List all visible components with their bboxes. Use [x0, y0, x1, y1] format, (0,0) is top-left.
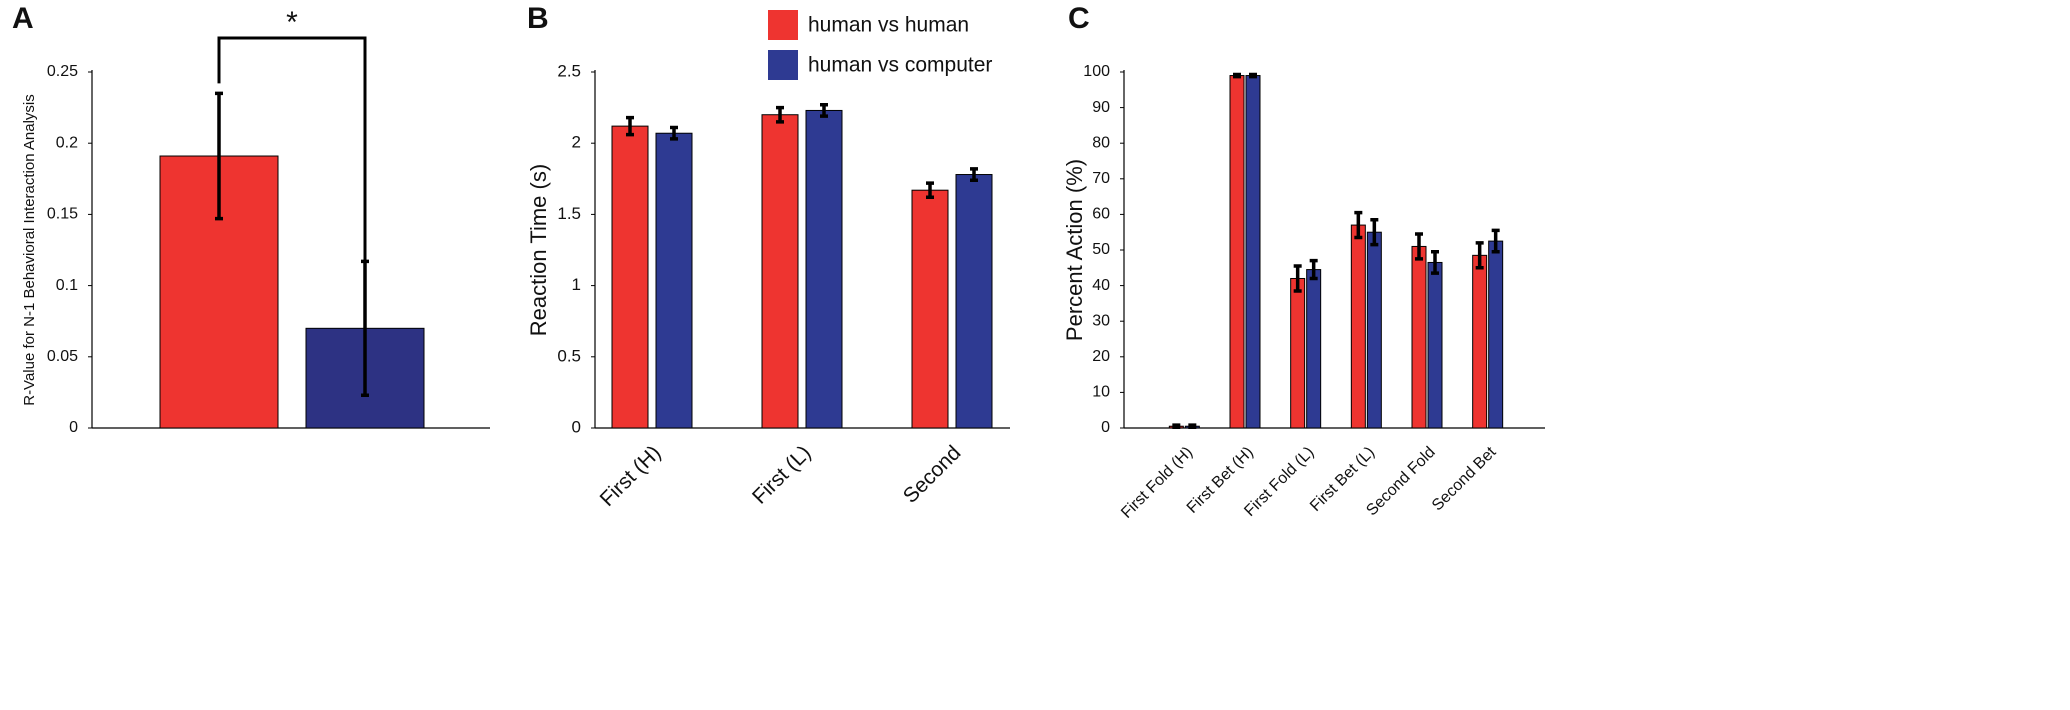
y-tick-label: 100	[1083, 63, 1110, 80]
error-bar	[1188, 423, 1197, 430]
error-bar	[1233, 72, 1241, 79]
y-tick-label: 0.25	[47, 63, 78, 80]
error-bar	[1172, 423, 1181, 430]
legend-swatch	[768, 10, 798, 40]
y-tick-label: 40	[1092, 277, 1110, 294]
bar	[655, 132, 693, 429]
error-bar	[670, 125, 678, 141]
y-axis-label: Reaction Time (s)	[526, 164, 551, 336]
panel-letter: A	[12, 2, 34, 35]
y-tick-label: 2	[572, 133, 581, 152]
bar	[1366, 231, 1382, 429]
panel-letter: B	[527, 2, 549, 35]
y-tick-label: 2.5	[557, 61, 581, 80]
y-tick-label: 0.05	[47, 348, 78, 365]
error-bar	[1415, 232, 1423, 261]
error-bar	[926, 181, 934, 200]
bar	[1350, 224, 1366, 429]
error-bar	[215, 91, 223, 221]
significance-marker: *	[286, 6, 298, 39]
bar	[1411, 245, 1427, 429]
panel-letter: C	[1068, 2, 1090, 35]
x-tick-label: Second	[899, 441, 966, 508]
y-tick-label: 0	[1101, 419, 1110, 436]
y-tick-label: 1	[572, 275, 581, 294]
error-bar	[1293, 264, 1302, 293]
legend-label: human vs human	[808, 14, 969, 37]
y-tick-label: 20	[1092, 348, 1110, 365]
error-bar	[1431, 250, 1439, 275]
y-tick-label: 0.1	[56, 277, 78, 294]
error-bar	[626, 115, 634, 137]
x-tick-label: First (L)	[748, 441, 815, 508]
y-tick-label: 10	[1092, 384, 1110, 401]
y-tick-label: 70	[1092, 170, 1110, 187]
y-axis-label: Percent Action (%)	[1062, 159, 1087, 341]
x-tick-label: First Fold (H)	[1118, 444, 1196, 522]
error-bar	[1475, 241, 1484, 270]
bar	[1229, 75, 1245, 429]
bar	[1427, 261, 1443, 429]
error-bar	[1249, 72, 1257, 79]
y-tick-label: 30	[1092, 312, 1110, 329]
bar	[1245, 75, 1261, 429]
x-tick-label: Second Bet	[1429, 443, 1500, 514]
y-tick-label: 0	[572, 417, 581, 436]
legend-swatch	[768, 50, 798, 80]
y-tick-label: 0	[69, 419, 78, 436]
bar	[761, 114, 799, 429]
y-tick-label: 0.2	[56, 134, 78, 151]
bar	[1488, 240, 1504, 429]
bar	[1306, 269, 1322, 429]
x-tick-label: First (H)	[596, 441, 666, 511]
y-tick-label: 90	[1092, 99, 1110, 116]
error-bar	[1309, 258, 1318, 281]
bar	[1290, 277, 1306, 429]
y-axis-label: R-Value for N-1 Behavioral Interaction A…	[21, 94, 38, 406]
y-tick-label: 50	[1092, 241, 1110, 258]
bar	[911, 189, 949, 429]
bar	[611, 125, 649, 429]
bar	[805, 109, 843, 429]
error-bar	[820, 103, 828, 118]
y-tick-label: 60	[1092, 206, 1110, 223]
legend-label: human vs computer	[808, 54, 992, 77]
error-bar	[1491, 228, 1500, 254]
y-tick-label: 80	[1092, 134, 1110, 151]
error-bar	[776, 105, 784, 124]
error-bar	[1370, 217, 1379, 247]
error-bar	[970, 167, 978, 182]
bar	[1472, 254, 1488, 429]
y-tick-label: 1.5	[557, 204, 581, 223]
bar	[955, 174, 993, 429]
error-bar	[1354, 210, 1363, 240]
y-tick-label: 0.5	[557, 346, 581, 365]
y-tick-label: 0.15	[47, 206, 78, 223]
significance-bracket	[217, 36, 367, 367]
